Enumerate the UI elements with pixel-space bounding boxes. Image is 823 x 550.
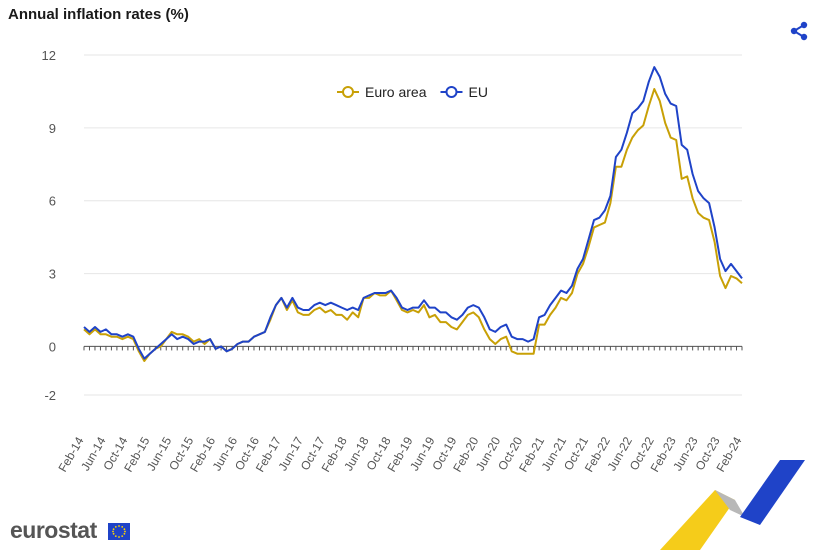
legend-entry-label: Euro area	[365, 84, 427, 100]
eurostat-logo: eurostat	[10, 517, 97, 543]
y-tick-label: 9	[49, 121, 56, 136]
y-tick-label: 6	[49, 194, 56, 209]
grid	[84, 54, 742, 396]
y-tick-label: 0	[49, 339, 56, 354]
y-tick-label: 12	[42, 48, 56, 63]
legend-entry-label: EU	[468, 84, 487, 100]
share-icon	[790, 21, 808, 41]
legend-marker	[342, 86, 354, 98]
series-lines	[83, 66, 743, 362]
y-tick-label: -2	[44, 388, 56, 403]
chart-title: Annual inflation rates (%)	[8, 6, 189, 23]
series-line	[83, 66, 743, 360]
y-tick-label: 3	[49, 267, 56, 282]
series-line	[83, 88, 743, 362]
legend-marker	[445, 86, 458, 98]
legend: Euro area EU	[337, 84, 488, 100]
brand-ribbon-graphic	[660, 460, 805, 550]
axes: -2036912Feb-14Jun-14Oct-14Feb-15Jun-15Oc…	[42, 48, 745, 474]
eu-flag-icon	[108, 523, 130, 540]
share-button[interactable]	[788, 20, 810, 42]
